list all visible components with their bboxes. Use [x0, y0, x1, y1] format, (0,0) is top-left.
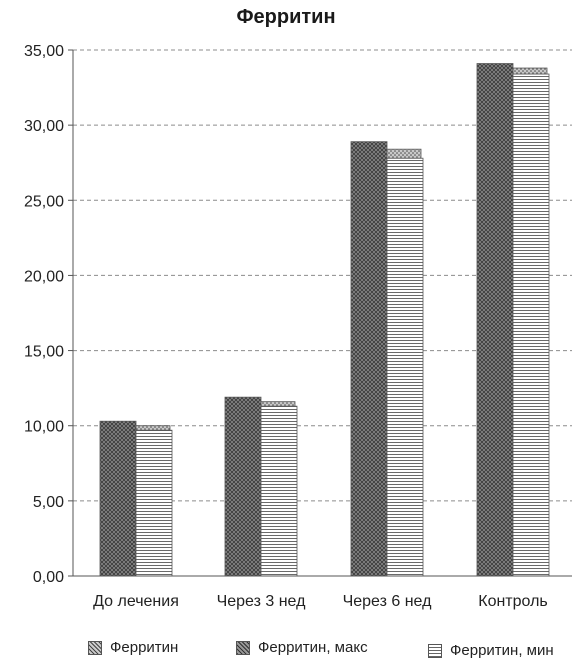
- bar-ferritin-max: [224, 396, 262, 577]
- bar-ferritin-min: [260, 405, 298, 577]
- legend-swatch: [428, 643, 442, 658]
- y-tick-label: 15,00: [24, 344, 64, 361]
- x-tick-label: Через 6 нед: [343, 593, 433, 610]
- y-tick-label: 35,00: [24, 43, 64, 60]
- chart-legend: Ферритин Ферритин, макс Ферритин, мин: [0, 636, 572, 659]
- x-tick-label: До лечения: [93, 593, 179, 610]
- y-tick-label: 20,00: [24, 268, 64, 285]
- legend-swatch: [236, 640, 250, 655]
- legend-label: Ферритин: [110, 639, 179, 656]
- bar-ferritin-mean: [386, 148, 422, 159]
- y-tick-label: 30,00: [24, 118, 64, 135]
- legend-label: Ферритин, макс: [258, 639, 368, 656]
- bar-ferritin-max: [99, 420, 137, 577]
- legend-item: Ферритин, мин: [428, 642, 554, 659]
- y-tick-label: 0,00: [33, 569, 64, 586]
- bar-ferritin-max: [350, 141, 388, 577]
- bar-ferritin-max: [476, 63, 514, 577]
- legend-label: Ферритин, мин: [450, 642, 554, 659]
- legend-item: Ферритин: [88, 639, 178, 656]
- chart-title: Ферритин: [236, 6, 336, 28]
- bar-ferritin-mean: [260, 401, 296, 407]
- y-tick-label: 10,00: [24, 419, 64, 436]
- legend-item: Ферритин, макс: [236, 639, 368, 656]
- x-tick-label: Через 3 нед: [217, 593, 307, 610]
- y-tick-label: 5,00: [33, 494, 64, 511]
- x-tick-label: Контроль: [478, 593, 548, 610]
- bar-chart: 0,00 5,00 10,00 15,00 20,00 25,00 30,00 35,00 До…: [24, 43, 572, 610]
- bar-ferritin-mean: [512, 67, 548, 75]
- legend-swatch: [88, 640, 102, 655]
- bar-ferritin-mean: [135, 425, 171, 431]
- bar-ferritin-min: [386, 157, 424, 577]
- y-tick-label: 25,00: [24, 193, 64, 210]
- bar-ferritin-min: [135, 429, 173, 577]
- bar-ferritin-min: [512, 73, 550, 577]
